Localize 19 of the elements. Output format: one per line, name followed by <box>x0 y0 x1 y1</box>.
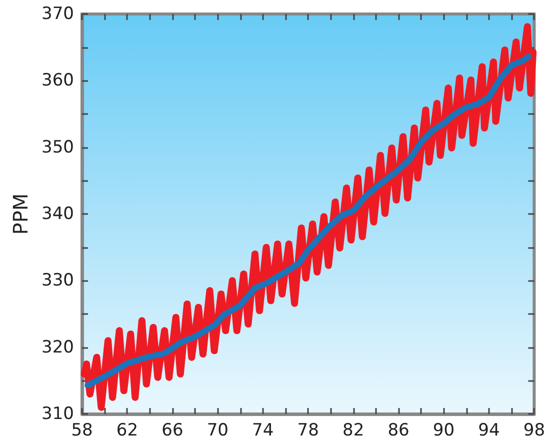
y-tick-label: 350 <box>42 137 74 158</box>
x-tick-label: 98 <box>523 420 546 440</box>
x-tick-label: 90 <box>432 420 455 440</box>
x-tick-label: 82 <box>342 420 364 440</box>
x-tick-label: 66 <box>162 420 184 440</box>
x-tick-label: 74 <box>252 420 274 440</box>
y-tick-label: 310 <box>42 404 74 424</box>
x-tick-label: 78 <box>297 420 319 440</box>
x-tick-label: 94 <box>478 420 500 440</box>
y-tick-label: 370 <box>42 4 74 24</box>
x-tick-label: 86 <box>388 420 410 440</box>
y-tick-label: 360 <box>42 70 74 91</box>
y-axis-title: PPM <box>8 193 33 235</box>
y-tick-label: 320 <box>42 337 74 358</box>
x-tick-label: 70 <box>206 420 228 440</box>
x-tick-label: 62 <box>116 420 138 440</box>
x-tick-label: 58 <box>71 420 93 440</box>
y-tick-label: 340 <box>42 204 74 224</box>
y-tick-label: 330 <box>42 270 74 291</box>
